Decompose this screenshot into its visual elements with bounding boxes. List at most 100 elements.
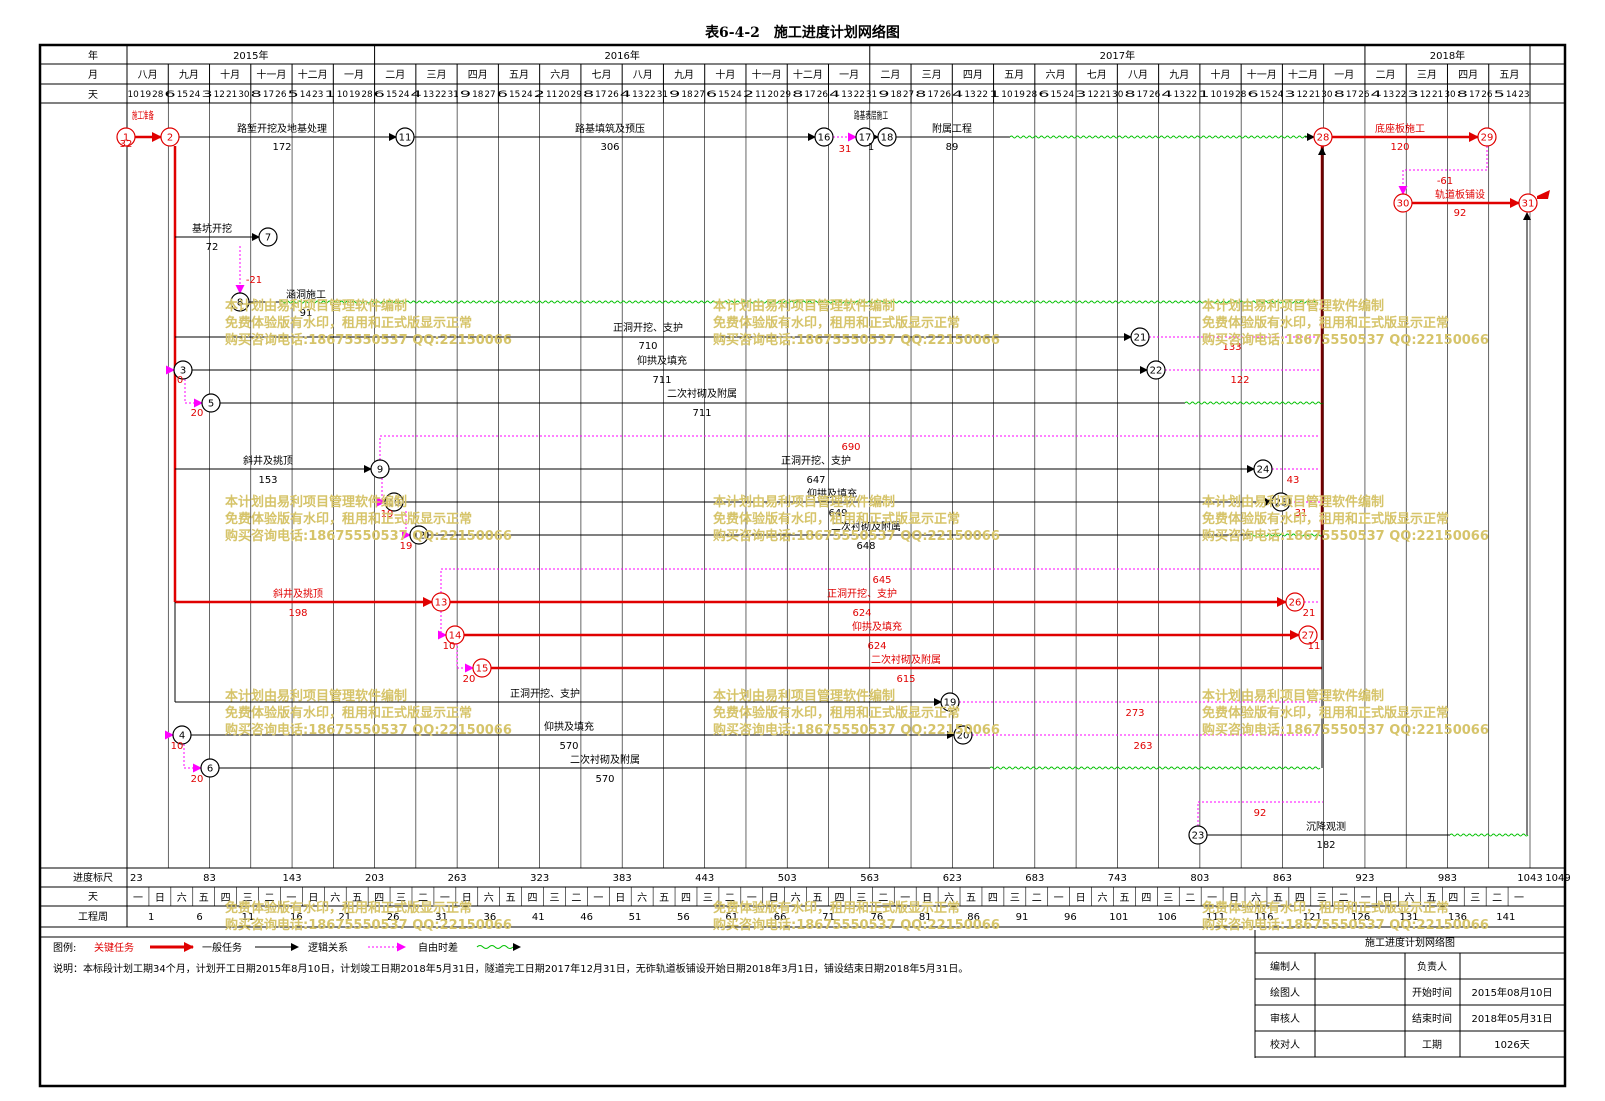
node-2 [160,127,180,147]
scale-tick: 23 [130,873,143,884]
header-year-label: 年 [88,49,98,62]
day-label: 22 [435,90,446,100]
weekday-cell: 五 [352,893,362,904]
day-label: 13 [964,90,975,100]
node-label-17: 17 [859,133,872,144]
month-label: 四月 [468,69,488,81]
weekday-cell: 一 [133,893,143,904]
week-tick: 116 [1254,912,1273,923]
day-label: 28 [1026,90,1038,100]
info-key: 负责人 [1417,960,1447,973]
day-label: 24 [398,90,410,100]
day-label: 3 [1284,90,1295,100]
day-label: 6 [497,90,509,100]
node-7 [258,227,278,247]
week-tick: 1 [148,912,154,923]
task-name: 基坑开挖 [192,222,232,235]
watermark-line: 购买咨询电话:18675550537 QQ:22150066 [1202,722,1489,738]
float-value: 19 [381,509,394,520]
day-label: 17 [595,90,606,100]
weekday-cell: 二 [1492,893,1502,904]
task-name: 路基填筑及预压 [575,122,645,135]
node-20 [953,725,973,745]
day-label: 3 [201,90,212,100]
day-label: 31 [866,90,877,100]
legend-float-label: 自由时差 [418,941,458,954]
node-label-8: 8 [237,298,243,309]
day-label: 21 [226,90,237,100]
day-label: 14 [1506,90,1518,100]
day-label: 31 [447,90,458,100]
day-label: 26 [940,90,952,100]
weekday-cell: 一 [1361,893,1371,904]
logic-14-15 [456,644,474,673]
node-label-23: 23 [1192,831,1205,842]
day-label: 3 [1075,90,1086,100]
month-label: 五月 [1499,69,1519,81]
task-name: 底座板施工 [1375,122,1425,135]
node-18 [877,127,897,147]
scale-tick: 83 [203,873,216,884]
day-label: 17 [1469,90,1480,100]
float-value: 20 [191,408,204,419]
day-label: 27 [694,90,705,100]
day-label: 4 [1161,90,1173,100]
day-label: 13 [1383,90,1394,100]
month-label: 十二月 [1288,68,1318,81]
watermark-line: 本计划由易利项目管理软件编制 [225,298,407,314]
day-label: 15 [177,90,188,100]
watermark-line: 购买咨询电话:18675550537 QQ:22150066 [713,332,1000,348]
node-5 [201,393,221,413]
scale-tick: 203 [365,873,384,884]
weekday-cell: 一 [286,893,296,904]
day-label: 8 [1334,90,1346,100]
node-label-19: 19 [944,698,957,709]
watermark-line: 免费体验版有水印，租用和正式版显示正常 [225,511,472,527]
node-25 [1271,492,1291,512]
day-label: 24 [189,90,201,100]
weekday-cell: 三 [856,893,866,904]
task-name: 正洞开挖、支护 [781,454,851,467]
month-label: 七月 [1087,69,1107,81]
scale-tick: 563 [860,873,879,884]
weekday-cell: 四 [374,893,384,904]
node-label-18: 18 [881,133,894,144]
week-tick: 91 [1016,912,1029,923]
node-label-28: 28 [1317,133,1330,144]
watermark-line: 购买咨询电话:18675550537 QQ:22150066 [225,528,512,544]
watermark-line: 免费体验版有水印，租用和正式版显示正常 [225,315,472,331]
day-label: 24 [521,90,533,100]
task-labels: 施工准备32路堑开挖及地基处理172路基填筑及预压306路基表层施工1附属工程8… [120,109,1485,851]
weekday-cell: 五 [1273,893,1283,904]
node-label-3: 3 [180,366,186,377]
day-label: 2 [534,90,545,100]
node-6 [200,758,220,778]
weekday-cell: 一 [593,893,603,904]
weekday-cell: 五 [199,893,209,904]
task-name: 二次衬砌及附属 [831,520,901,533]
node-27 [1298,625,1318,645]
weekday-cell: 五 [506,893,516,904]
info-value: 1026天 [1494,1040,1529,1051]
month-label: 十一月 [1247,68,1277,81]
float-value: 92 [1254,808,1267,819]
day-label: 24 [1272,90,1284,100]
time-header: 年月天2015年 2016年 2017年 2018年八月 九月 十月 十一月 十二月 一月 二月三… [40,45,1565,104]
watermark-line: 购买咨询电话:18675550537 QQ:22150066 [713,528,1000,544]
legend: 图例: 关键任务 一般任务 逻辑关系 自由时差 [53,941,521,954]
weekday-cell: 三 [549,893,559,904]
node-label-2: 2 [167,133,173,144]
node-12 [409,525,429,545]
month-label: 九月 [179,69,199,81]
day-label: 10 [128,90,140,100]
day-label: 12 [1420,90,1431,100]
weekday-cell: 日 [1383,893,1393,904]
weekday-cell: 四 [988,893,998,904]
week-label: 工程周 [78,911,108,923]
week-tick: 66 [774,912,787,923]
float-value: 31 [1295,508,1308,519]
node-4 [172,725,192,745]
node-label-15: 15 [476,664,489,675]
